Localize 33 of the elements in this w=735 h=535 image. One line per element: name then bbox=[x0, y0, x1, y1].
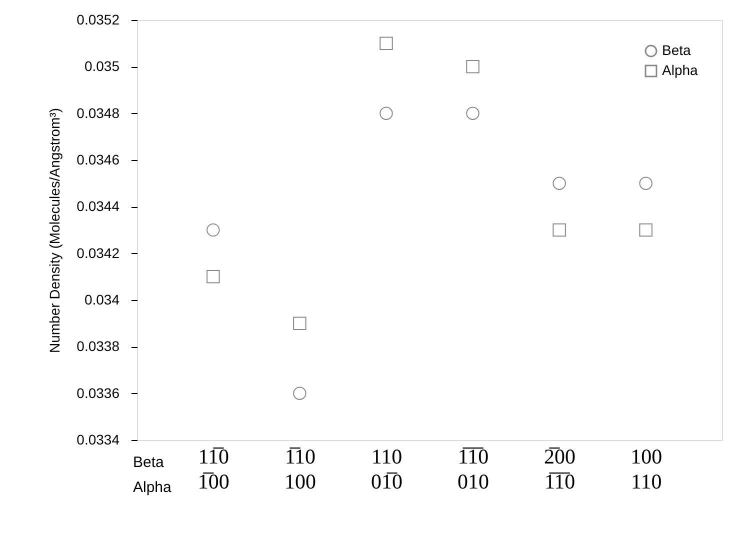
y-tick-label: 0.0344 bbox=[76, 198, 120, 214]
x-tick-label: 11̅0 1̅00 bbox=[198, 444, 230, 494]
point bbox=[639, 223, 652, 237]
y-tick-label: 0.0342 bbox=[76, 244, 120, 261]
y-tick-label: 0.034 bbox=[84, 292, 120, 308]
point bbox=[466, 106, 480, 120]
point bbox=[206, 270, 220, 284]
y-tick-label: 0.0348 bbox=[76, 104, 120, 121]
point bbox=[293, 316, 306, 330]
point bbox=[293, 386, 306, 400]
y-tick-label: 0.035 bbox=[84, 58, 120, 74]
point bbox=[552, 223, 566, 237]
x-tick-label: 100 110 bbox=[630, 444, 662, 494]
x-tick-label: 1̅1̅0 010 bbox=[458, 444, 490, 494]
point bbox=[206, 223, 220, 237]
point bbox=[639, 176, 652, 190]
point bbox=[466, 60, 480, 74]
y-tick-label: 0.0336 bbox=[76, 384, 120, 401]
legend-label: Alpha bbox=[662, 62, 698, 78]
point bbox=[380, 106, 393, 120]
point bbox=[552, 176, 566, 190]
x-tick-label: 110 01̅0 bbox=[370, 444, 402, 494]
y-tick-label: 0.0346 bbox=[76, 152, 120, 168]
x-tick-label: 1̅10 100 bbox=[284, 444, 316, 494]
text: Alpha bbox=[133, 479, 172, 496]
y-axis-title: Number Density (Molecules/Angstrom³) bbox=[46, 108, 63, 354]
y-tick-label: 0.0334 bbox=[76, 432, 120, 448]
legend-label: Beta bbox=[662, 42, 692, 58]
point bbox=[380, 36, 393, 50]
x-tick-label: 2̅00 1̅1̅0 bbox=[544, 444, 576, 494]
y-tick-label: 0.0352 bbox=[76, 12, 120, 28]
text: Beta bbox=[133, 454, 165, 471]
y-tick-label: 0.0338 bbox=[76, 338, 120, 354]
